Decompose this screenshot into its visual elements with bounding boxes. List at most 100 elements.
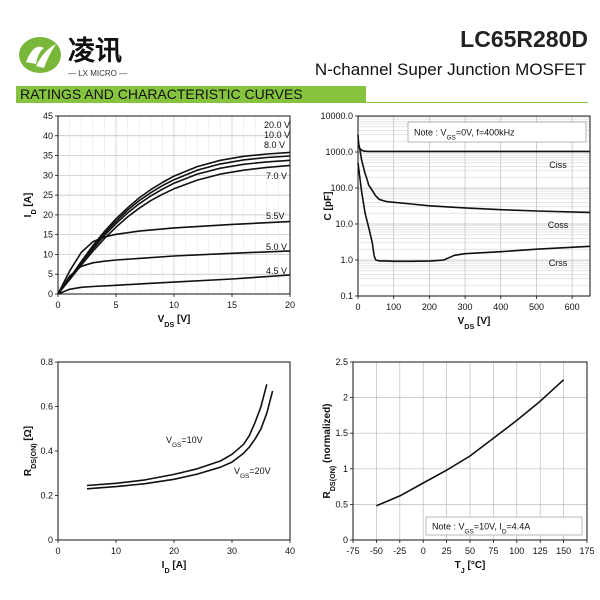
x-tick-label: 0 xyxy=(355,302,360,312)
series-label: Crss xyxy=(549,258,568,268)
y-tick-label: 1.0 xyxy=(340,255,353,265)
x-tick-label: 25 xyxy=(442,546,452,556)
y-tick-label: 0 xyxy=(48,535,53,545)
series-line-1 xyxy=(86,390,274,490)
series-line-2 xyxy=(57,159,291,295)
y-tick-label: 30 xyxy=(43,170,53,180)
y-tick-label: 2 xyxy=(343,393,348,403)
x-tick-label: 0 xyxy=(55,546,60,556)
series-label: VGS=20V xyxy=(234,466,271,480)
y-axis-label: RDS(ON) (normalized) xyxy=(322,403,337,498)
x-tick-label: -25 xyxy=(393,546,406,556)
brand-subtitle: — LX MICRO — xyxy=(68,69,127,78)
y-tick-label: 1 xyxy=(343,464,348,474)
x-tick-label: 400 xyxy=(493,302,508,312)
y-tick-label: 10.0 xyxy=(335,219,353,229)
y-tick-label: 10 xyxy=(43,249,53,259)
lx-micro-logo: 凌讯 — LX MICRO — xyxy=(19,36,127,78)
y-tick-label: 15 xyxy=(43,230,53,240)
series-line-4 xyxy=(57,220,291,295)
x-tick-label: 10 xyxy=(111,546,121,556)
y-tick-label: 0.2 xyxy=(40,491,53,501)
y-tick-label: 10000.0 xyxy=(320,111,353,121)
x-tick-label: -75 xyxy=(346,546,359,556)
series-label: 20.0 V xyxy=(264,120,290,130)
series-label: 7.0 V xyxy=(266,171,287,181)
x-tick-label: 50 xyxy=(465,546,475,556)
y-tick-label: 35 xyxy=(43,151,53,161)
y-tick-label: 5 xyxy=(48,269,53,279)
section-divider xyxy=(16,102,588,103)
series-line-0 xyxy=(376,379,565,507)
brand-name: 凌讯 xyxy=(68,36,122,67)
x-tick-label: 500 xyxy=(529,302,544,312)
x-tick-label: 100 xyxy=(509,546,524,556)
section-heading: RATINGS AND CHARACTERISTIC CURVES xyxy=(16,86,366,102)
chart-output-characteristics: 0 5 10 15 20 0 5 10 15 20 25 30 35 40 45 VDS [V] ID [A] 2… xyxy=(23,111,295,329)
y-tick-label: 0.1 xyxy=(340,291,353,301)
x-tick-label: 30 xyxy=(227,546,237,556)
y-axis-label: RDS(ON) [Ω] xyxy=(23,426,38,476)
x-tick-label: 300 xyxy=(458,302,473,312)
x-tick-label: 20 xyxy=(285,300,295,310)
x-tick-label: 100 xyxy=(386,302,401,312)
x-tick-label: 0 xyxy=(421,546,426,556)
series-label: 5.0 V xyxy=(266,242,287,252)
y-tick-label: 0.6 xyxy=(40,402,53,412)
x-axis-label: VDS [V] xyxy=(158,314,191,329)
y-tick-label: 1000.0 xyxy=(325,147,353,157)
plot-frame xyxy=(57,361,291,541)
x-tick-label: 175 xyxy=(579,546,594,556)
x-axis-label: VDS [V] xyxy=(458,316,491,331)
series-label: Ciss xyxy=(549,160,567,170)
x-tick-label: 0 xyxy=(55,300,60,310)
x-axis-label: TJ [°C] xyxy=(455,560,486,575)
series-label: Coss xyxy=(548,220,569,230)
x-tick-label: 20 xyxy=(169,546,179,556)
y-tick-label: 40 xyxy=(43,131,53,141)
series-line-1 xyxy=(357,141,591,214)
note-text: Note : VGS=0V, f=400kHz xyxy=(414,128,515,142)
y-tick-label: 0.5 xyxy=(335,499,348,509)
series-line-3 xyxy=(57,164,291,295)
series-label: VGS=10V xyxy=(166,435,203,449)
series-label: 4.5 V xyxy=(266,266,287,276)
x-tick-label: 200 xyxy=(422,302,437,312)
y-tick-label: 0.4 xyxy=(40,446,53,456)
y-tick-label: 0.8 xyxy=(40,357,53,367)
chart-rdson-vs-temperature: -75 -50 -25 0 25 50 75 100 125 150 175 0 0.5 1 1.5 2 2.5… xyxy=(322,357,595,575)
y-tick-label: 25 xyxy=(43,190,53,200)
series-label: 8.0 V xyxy=(264,140,285,150)
series-label: 5.5V xyxy=(266,211,285,221)
series-label: 10.0 V xyxy=(264,130,290,140)
plot-frame xyxy=(357,115,591,297)
y-axis-label: C [pF] xyxy=(323,192,334,221)
series-line-2 xyxy=(357,162,591,263)
series-line-0 xyxy=(86,384,268,487)
x-tick-label: 40 xyxy=(285,546,295,556)
y-tick-label: 1.5 xyxy=(335,428,348,438)
note-box xyxy=(407,121,587,143)
x-tick-label: 15 xyxy=(227,300,237,310)
x-tick-label: 125 xyxy=(533,546,548,556)
part-number: LC65R280D xyxy=(460,26,588,52)
note-box xyxy=(425,516,583,536)
y-tick-label: 0 xyxy=(48,289,53,299)
device-subtitle: N-channel Super Junction MOSFET xyxy=(314,60,586,79)
x-tick-label: 75 xyxy=(488,546,498,556)
chart-capacitance: 0 100 200 300 400 500 600 0.1 1.0 10.0 100.0 1000.0… xyxy=(320,111,591,331)
x-tick-label: -50 xyxy=(370,546,383,556)
series-line-1 xyxy=(57,155,291,295)
x-tick-label: 600 xyxy=(565,302,580,312)
note-text: Note : VGS=10V, ID=4.4A xyxy=(432,522,530,536)
y-tick-label: 100.0 xyxy=(330,183,353,193)
y-axis-label: ID [A] xyxy=(23,193,38,218)
series-line-6 xyxy=(57,274,291,295)
x-tick-label: 5 xyxy=(113,300,118,310)
y-tick-label: 20 xyxy=(43,210,53,220)
x-tick-label: 10 xyxy=(169,300,179,310)
x-tick-label: 150 xyxy=(556,546,571,556)
series-line-5 xyxy=(57,250,291,295)
y-tick-label: 45 xyxy=(43,111,53,121)
y-tick-label: 2.5 xyxy=(335,357,348,367)
